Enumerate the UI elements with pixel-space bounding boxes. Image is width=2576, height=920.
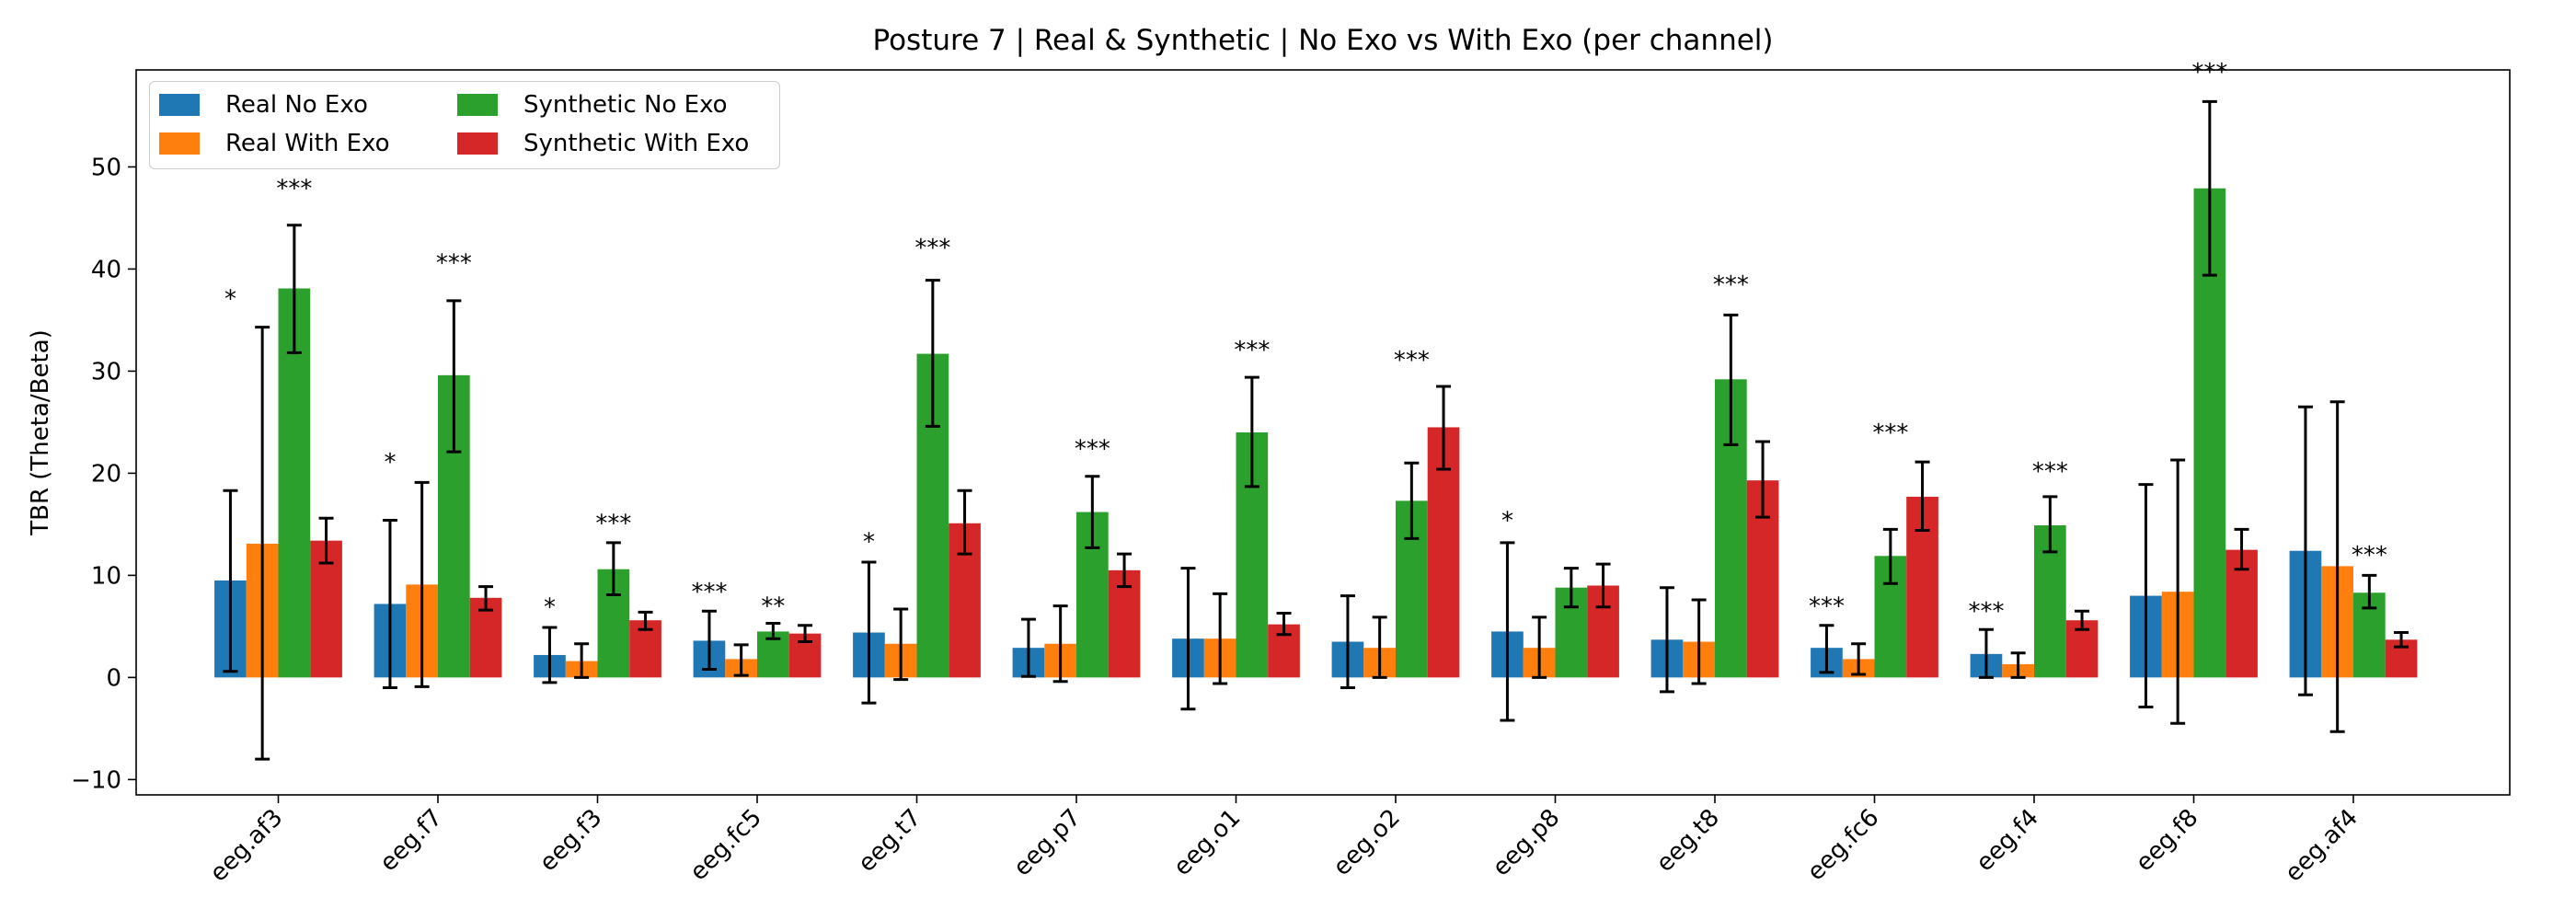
y-tick-label: 20 [91,460,121,488]
significance-label-eeg-af3-real-no-exo: * [224,285,236,313]
x-tick-label-eeg-fc5: eeg.fc5 [684,804,767,887]
significance-label-eeg-f8-synthetic-no-exo: *** [2191,59,2227,86]
legend-item-real-no-exo: Real No Exo [159,91,368,119]
legend-swatch-real-no-exo [159,94,200,116]
x-tick-label-eeg-f7: eeg.f7 [374,804,448,878]
legend-label-real-no-exo: Real No Exo [225,91,368,119]
y-tick-label: 30 [91,358,121,385]
x-tick-label-eeg-f4: eeg.f4 [1971,804,2044,878]
significance-label-eeg-o2-synthetic-no-exo: *** [1394,347,1430,374]
plot-frame [135,69,2511,796]
significance-label-eeg-p7-synthetic-no-exo: *** [1075,436,1110,464]
x-tick-label-eeg-f3: eeg.f3 [535,804,608,878]
x-tick-label-eeg-af4: eeg.af4 [2280,804,2363,888]
significance-label-eeg-o1-synthetic-no-exo: *** [1234,337,1270,364]
significance-label-eeg-p8-real-no-exo: * [1501,507,1513,535]
significance-label-eeg-t7-real-no-exo: * [863,529,875,557]
x-tick-label-eeg-fc6: eeg.fc6 [1802,804,1885,887]
y-tick-label: 50 [91,154,121,181]
legend-item-synthetic-no-exo: Synthetic No Exo [457,91,728,119]
x-tick-label-eeg-t7: eeg.t7 [853,804,926,878]
significance-label-eeg-af3-synthetic-no-exo: *** [276,176,312,203]
legend-swatch-synthetic-with-exo [457,132,498,155]
significance-label-eeg-f4-synthetic-no-exo: *** [2032,458,2068,486]
chart-title: Posture 7 | Real & Synthetic | No Exo vs… [872,24,1774,57]
bar-synthetic-with-exo-eeg-p7 [1108,569,1141,678]
significance-label-eeg-f3-real-no-exo: * [544,594,556,622]
x-tick-label-eeg-p7: eeg.p7 [1008,804,1087,882]
significance-label-eeg-f7-real-no-exo: * [384,449,396,477]
x-tick-label-eeg-o2: eeg.o2 [1328,804,1406,881]
significance-label-eeg-fc5-real-no-exo: *** [691,579,727,606]
significance-label-eeg-fc6-real-no-exo: *** [1809,593,1845,621]
legend-label-synthetic-no-exo: Synthetic No Exo [523,91,728,119]
significance-label-eeg-af4-synthetic-no-exo: *** [2352,542,2387,569]
significance-label-eeg-f3-synthetic-no-exo: *** [595,511,631,538]
x-tick-label-eeg-p8: eeg.p8 [1488,804,1566,882]
significance-label-eeg-f7-synthetic-no-exo: *** [436,250,472,278]
x-tick-label-eeg-t8: eeg.t8 [1651,804,1725,878]
legend-item-synthetic-with-exo: Synthetic With Exo [457,130,749,157]
legend-label-real-with-exo: Real With Exo [225,130,390,157]
legend-swatch-real-with-exo [159,132,200,155]
legend: Real No Exo Real With Exo Synthetic No E… [149,81,780,169]
significance-label-eeg-t8-synthetic-no-exo: *** [1713,271,1749,299]
significance-label-eeg-fc5-synthetic-no-exo: ** [761,593,785,621]
legend-label-synthetic-with-exo: Synthetic With Exo [523,130,750,157]
y-tick-label: 40 [91,256,121,283]
x-tick-label-eeg-o1: eeg.o1 [1168,804,1246,881]
legend-item-real-with-exo: Real With Exo [159,130,390,157]
legend-swatch-synthetic-no-exo [457,94,498,116]
y-tick-label: 10 [91,562,121,590]
y-tick-label: −10 [71,766,121,794]
significance-label-eeg-f4-real-no-exo: *** [1968,598,2004,626]
y-axis-label: TBR (Theta/Beta) [27,329,54,536]
significance-label-eeg-fc6-synthetic-no-exo: *** [1872,420,1908,447]
significance-label-eeg-t7-synthetic-no-exo: *** [914,235,950,262]
x-tick-label-eeg-f8: eeg.f8 [2131,804,2204,878]
bar-synthetic-with-exo-eeg-f8 [2225,549,2258,678]
x-tick-label-eeg-af3: eeg.af3 [205,804,289,888]
y-tick-label: 0 [106,664,121,692]
